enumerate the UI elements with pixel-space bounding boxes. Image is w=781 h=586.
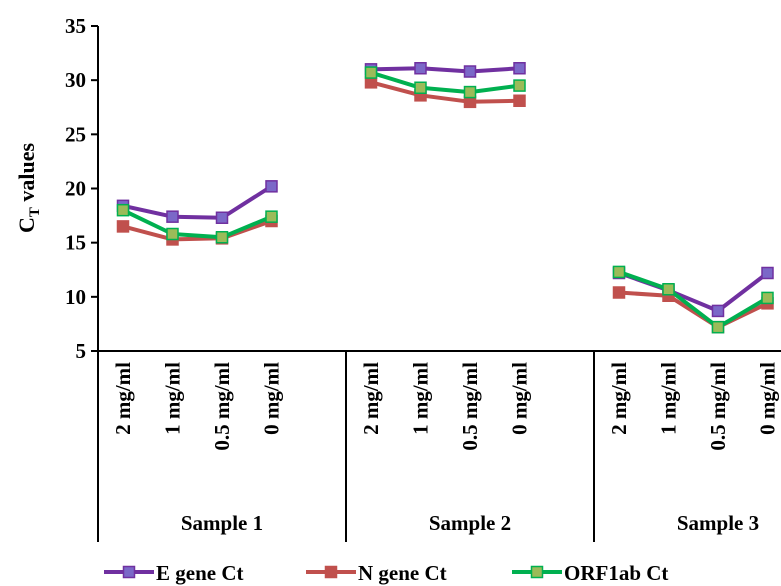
y-tick-label: 25 (65, 122, 86, 146)
data-point (463, 65, 477, 78)
legend-item: N gene Ct (306, 561, 447, 585)
data-point (166, 227, 179, 241)
group-label: Sample 3 (677, 511, 759, 535)
data-point (116, 220, 130, 233)
group-label: Sample 2 (429, 511, 511, 535)
x-tick-label: 2 mg/ml (111, 362, 135, 435)
series-line (618, 270, 769, 330)
data-point (166, 210, 179, 223)
x-tick-label: 0 mg/ml (756, 362, 780, 435)
x-tick-label: 1 mg/ml (161, 362, 185, 435)
series-e-gene-ct (116, 62, 774, 318)
data-point (265, 180, 278, 193)
data-point (215, 231, 229, 244)
series-line (370, 80, 520, 104)
x-tick-label: 1 mg/ml (409, 362, 433, 435)
data-point (662, 283, 675, 296)
y-axis-title-subscript: T (27, 207, 43, 217)
y-axis: 5 10 15 20 25 30 35 (65, 14, 99, 363)
data-point (711, 304, 725, 318)
legend-label: E gene Ct (156, 561, 244, 585)
data-point (513, 79, 526, 92)
x-tick-label: 1 mg/ml (657, 362, 681, 435)
y-axis-title-main: C (14, 217, 39, 233)
series-line (122, 219, 273, 242)
legend-label: ORF1ab Ct (564, 561, 668, 585)
legend-item: E gene Ct (104, 561, 244, 585)
x-tick-label: 0.5 mg/ml (706, 362, 730, 451)
y-tick-label: 5 (76, 339, 87, 363)
data-point (711, 320, 725, 334)
series-orf1ab-ct (116, 66, 774, 334)
series-line (370, 66, 520, 74)
data-point (414, 62, 427, 75)
y-tick-label: 30 (65, 68, 86, 92)
y-tick-label: 15 (65, 231, 86, 255)
x-tick-label: 0 mg/ml (260, 362, 284, 435)
legend-swatch-marker (324, 565, 338, 579)
y-tick-label: 20 (65, 177, 86, 201)
x-axis: 2 mg/ml 1 mg/ml 0.5 mg/ml 0 mg/ml Sample 1 2 … (97, 350, 781, 542)
legend-swatch-marker (530, 565, 544, 579)
series-line (122, 184, 273, 220)
series-line (618, 290, 769, 330)
y-axis-label: CT values (14, 143, 43, 234)
y-tick-label: 10 (65, 285, 86, 309)
x-tick-label: 2 mg/ml (607, 362, 631, 435)
x-tick-label: 0 mg/ml (508, 362, 532, 435)
y-tick-label: 35 (65, 14, 86, 38)
data-point (364, 66, 378, 79)
data-point (463, 85, 477, 99)
series-line (370, 70, 520, 95)
data-point (761, 266, 774, 280)
x-tick-label: 0.5 mg/ml (210, 362, 234, 451)
data-point (761, 291, 774, 305)
legend-swatch-marker (122, 565, 136, 579)
x-tick-label: 2 mg/ml (359, 362, 383, 435)
x-tick-label: 0.5 mg/ml (458, 362, 482, 451)
data-point (116, 203, 130, 217)
legend-item: ORF1ab Ct (512, 561, 668, 585)
data-point (215, 211, 229, 224)
data-point (513, 62, 526, 75)
group-label: Sample 1 (181, 511, 263, 535)
y-axis-title: CT values (14, 143, 43, 234)
data-point (513, 94, 526, 107)
data-point (414, 81, 427, 94)
data-point (612, 286, 626, 299)
y-axis-title-rest: values (14, 143, 39, 208)
series-layer (116, 62, 774, 334)
data-point (265, 210, 278, 223)
legend-label: N gene Ct (358, 561, 447, 585)
legend: E gene Ct N gene Ct ORF1ab Ct (104, 561, 668, 585)
data-point (612, 265, 626, 279)
series-line (122, 208, 273, 240)
